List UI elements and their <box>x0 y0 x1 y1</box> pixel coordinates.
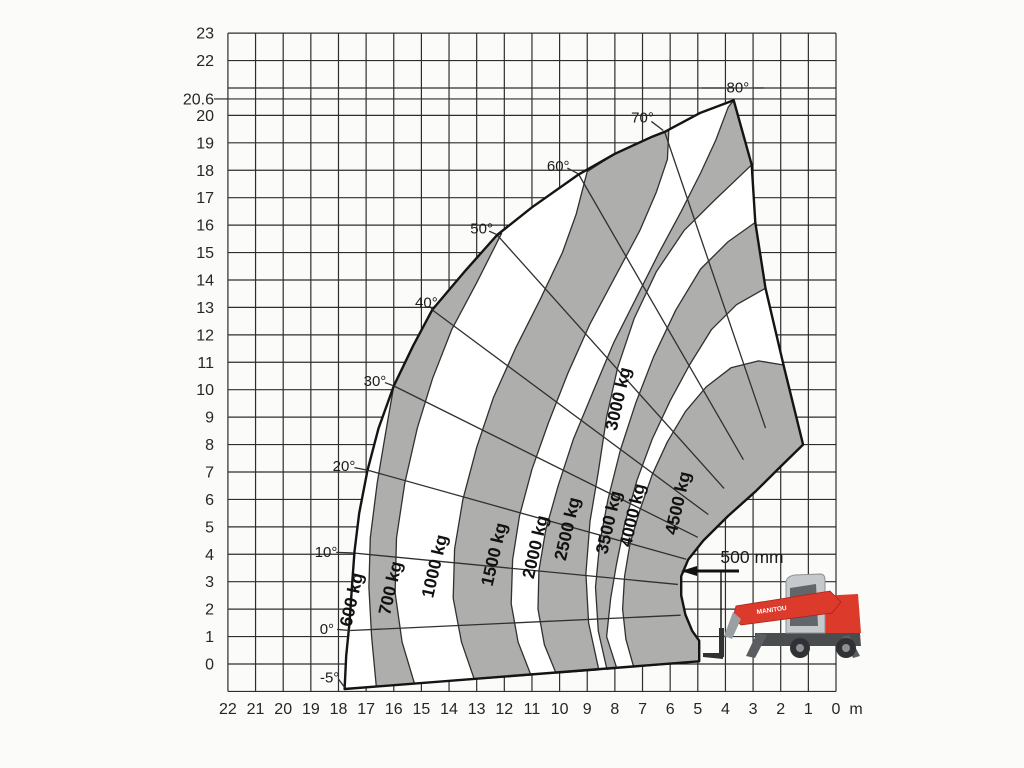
x-axis-unit-label: m <box>849 701 862 718</box>
x-axis-tick-label: 5 <box>693 701 702 718</box>
angle-label: 20° <box>333 458 356 475</box>
angle-label: 0° <box>320 621 334 638</box>
x-axis-tick-label: 11 <box>524 701 541 718</box>
angle-label: 70° <box>631 110 654 127</box>
x-axis-tick-label: 19 <box>302 701 320 718</box>
x-axis-tick-label: 16 <box>385 701 403 718</box>
y-axis-tick-label: 7 <box>205 464 214 481</box>
angle-label: 10° <box>315 544 338 561</box>
x-axis-tick-label: 3 <box>749 701 758 718</box>
x-axis-tick-label: 18 <box>330 701 348 718</box>
y-axis-tick-label: 23 <box>196 26 214 43</box>
angle-leader <box>336 551 353 554</box>
x-axis-tick-label: 10 <box>551 701 569 718</box>
x-axis-tick-label: 1 <box>804 701 813 718</box>
angle-leader <box>354 466 369 471</box>
dimension-label: 500 mm <box>720 547 783 567</box>
x-axis-tick-label: 2 <box>776 701 785 718</box>
x-axis-tick-label: 7 <box>638 701 647 718</box>
y-axis-tick-label: 4 <box>205 547 214 564</box>
x-axis-tick-label: 8 <box>610 701 619 718</box>
angle-label: -5° <box>320 670 339 687</box>
y-axis-tick-label: 0 <box>205 657 214 674</box>
y-axis-tick-label: 2 <box>205 602 214 619</box>
fork-icon <box>719 628 724 657</box>
angle-label: 60° <box>547 158 570 175</box>
x-axis-tick-label: 20 <box>274 701 292 718</box>
angle-line-10° <box>352 552 678 586</box>
x-axis-tick-label: 14 <box>440 701 458 718</box>
angle-label: 50° <box>470 220 493 237</box>
2500-kg-zone <box>537 99 753 674</box>
x-axis-tick-label: 17 <box>357 701 375 718</box>
x-axis-tick-label: 21 <box>247 701 265 718</box>
angle-line-60° <box>578 174 744 460</box>
x-axis-tick-label: 15 <box>413 701 431 718</box>
y-axis-tick-label: 9 <box>205 410 214 427</box>
angle-label: 80° <box>727 79 750 96</box>
y-axis-tick-label: 10 <box>196 382 214 399</box>
y-axis-tick-label: 19 <box>196 135 214 152</box>
angle-leader <box>488 230 497 236</box>
x-axis-tick-label: 13 <box>468 701 486 718</box>
y-axis-tick-label: 11 <box>197 355 214 372</box>
angle-leader <box>384 381 394 387</box>
angle-leader <box>337 628 351 632</box>
x-axis-tick-label: 9 <box>583 701 592 718</box>
y-axis-tick-label: 20.6 <box>183 91 214 108</box>
x-axis-tick-label: 12 <box>495 701 513 718</box>
dimension-500mm: 500 mm <box>681 547 784 641</box>
machine-brand-label: MANITOU <box>756 605 787 616</box>
angle-line-0° <box>350 614 681 632</box>
y-axis-tick-label: 3 <box>205 574 214 591</box>
y-axis-tick-label: 20 <box>196 108 214 125</box>
y-axis-tick-label: 14 <box>196 272 214 289</box>
axis-labels: 22 21 20 19 18 17 16 15 14 13 12 11 10 9 8 7 6 5 4 3 2 1 0 m232… <box>183 26 863 718</box>
angle-leader <box>428 305 435 312</box>
y-axis-tick-label: 18 <box>196 163 214 180</box>
y-axis-tick-label: 1 <box>205 629 214 646</box>
angle-line-30° <box>393 385 699 538</box>
angle-line-50° <box>496 234 725 489</box>
y-axis-tick-label: 5 <box>205 519 214 536</box>
angle-label: 40° <box>415 294 438 311</box>
y-axis-tick-label: 13 <box>196 300 214 317</box>
angle-leader <box>650 120 664 132</box>
y-axis-tick-label: 16 <box>196 218 214 235</box>
angle-label: 30° <box>364 373 387 390</box>
angle-line-70° <box>664 131 767 429</box>
y-axis-tick-label: 15 <box>196 245 214 262</box>
angle-leader <box>567 167 579 175</box>
y-axis-tick-label: 6 <box>205 492 214 509</box>
angle-line-40° <box>431 309 709 516</box>
y-axis-tick-label: 12 <box>196 327 214 344</box>
y-axis-tick-label: 8 <box>205 437 214 454</box>
x-axis-tick-label: 6 <box>666 701 675 718</box>
dimension-arrow-icon <box>681 566 697 576</box>
y-axis-tick-label: 17 <box>196 190 214 207</box>
y-axis-tick-label: 22 <box>196 53 214 70</box>
telehandler-illustration: MANITOU <box>703 573 861 659</box>
x-axis-tick-label: 22 <box>219 701 237 718</box>
angle-leader <box>337 678 346 688</box>
x-axis-tick-label: 0 <box>832 701 841 718</box>
angle-line-20° <box>368 469 687 560</box>
x-axis-tick-label: 4 <box>721 701 730 718</box>
